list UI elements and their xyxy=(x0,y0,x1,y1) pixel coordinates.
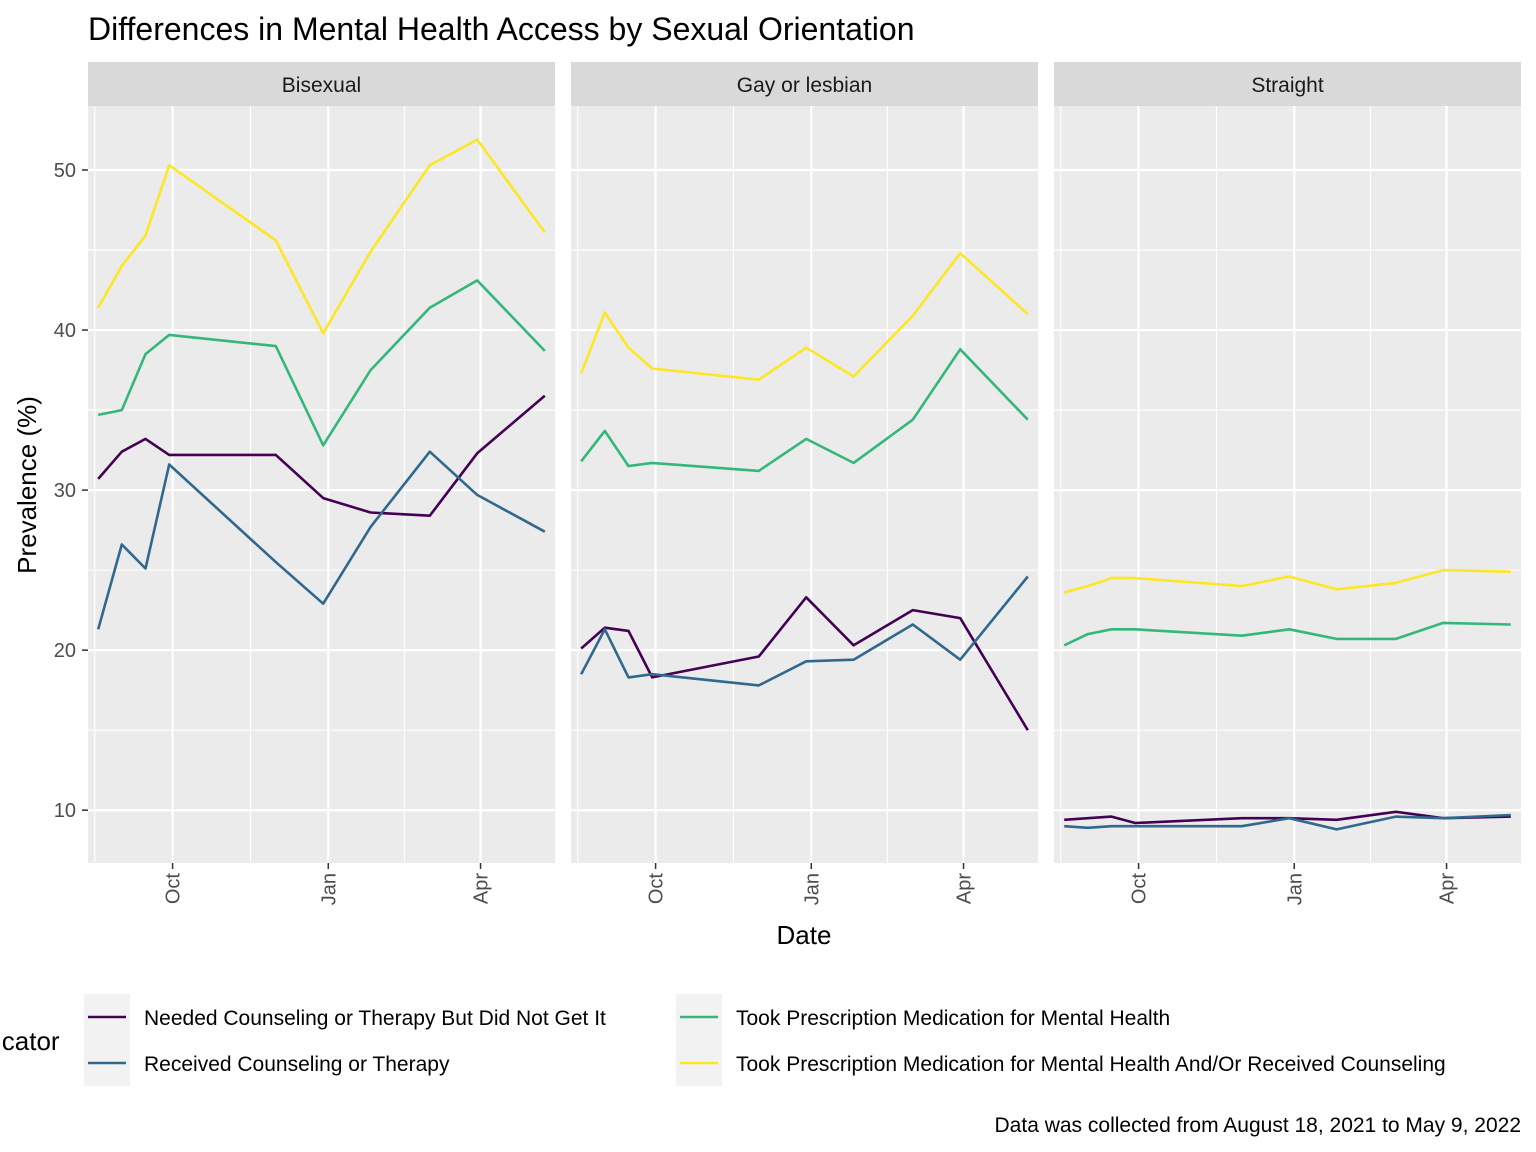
facet-panel-2: Straight Oct Jan Apr xyxy=(1054,62,1521,905)
y-tick-label: 20 xyxy=(54,640,76,662)
legend-title: icator xyxy=(0,1026,60,1056)
series-line-took-prescription-medication-for-mental-health xyxy=(97,279,546,447)
x-tick-label: Apr xyxy=(471,873,493,904)
x-tick-label: Oct xyxy=(1129,873,1151,905)
plot-background xyxy=(1054,106,1521,863)
y-tick-label: 50 xyxy=(54,160,76,182)
x-tick-label: Apr xyxy=(954,873,976,904)
y-tick-label: 10 xyxy=(54,800,76,822)
legend-item: Needed Counseling or Therapy But Did Not… xyxy=(84,994,606,1040)
series-line-received-counseling-or-therapy xyxy=(96,450,546,630)
x-tick-label: Apr xyxy=(1437,873,1459,904)
plot-background xyxy=(88,106,555,863)
series-line-took-prescription-medication-for-mental-health xyxy=(1063,621,1511,647)
y-axis: 10 20 30 40 50 xyxy=(54,160,88,822)
legend-label: Took Prescription Medication for Mental … xyxy=(736,1053,1446,1076)
y-axis-title: Prevalence (%) xyxy=(12,396,42,574)
legend: icator Needed Counseling or Therapy But … xyxy=(0,994,1446,1086)
strip-background xyxy=(571,62,1038,106)
strip-label: Straight xyxy=(1251,74,1324,97)
legend-item: Took Prescription Medication for Mental … xyxy=(676,994,1170,1040)
legend-item: Received Counseling or Therapy xyxy=(84,1040,450,1086)
x-tick-label: Jan xyxy=(1284,873,1306,905)
x-tick-label: Oct xyxy=(163,873,185,905)
series-line-took-prescription-medication-for-mental-health-and-or-received-counseling xyxy=(579,251,1029,382)
strip-background xyxy=(88,62,555,106)
series-line-took-prescription-medication-for-mental-health-and-or-received-counseling xyxy=(1063,568,1511,594)
legend-item: Took Prescription Medication for Mental … xyxy=(676,1040,1446,1086)
series-line-took-prescription-medication-for-mental-health xyxy=(580,347,1029,473)
series-line-received-counseling-or-therapy xyxy=(1064,813,1511,831)
x-axis-title: Date xyxy=(777,920,832,950)
strip-background xyxy=(1054,62,1521,106)
series-line-needed-counseling-or-therapy-but-did-not-get-it xyxy=(97,394,546,518)
strip-label: Gay or lesbian xyxy=(737,74,872,97)
plot-background xyxy=(571,106,1038,863)
chart-title: Differences in Mental Health Access by S… xyxy=(88,11,915,47)
series-line-received-counseling-or-therapy xyxy=(580,575,1029,687)
series-line-took-prescription-medication-for-mental-health-and-or-received-counseling xyxy=(97,138,546,335)
y-tick-label: 40 xyxy=(54,320,76,342)
x-tick-label: Jan xyxy=(318,873,340,905)
legend-label: Took Prescription Medication for Mental … xyxy=(736,1007,1170,1030)
facet-panels: Bisexual Oct Jan Apr Gay or lesbian Oct Jan Apr… xyxy=(88,62,1521,905)
facet-panel-0: Bisexual Oct Jan Apr xyxy=(88,62,555,905)
legend-label: Needed Counseling or Therapy But Did Not… xyxy=(144,1007,606,1030)
y-tick-label: 30 xyxy=(54,480,76,502)
strip-label: Bisexual xyxy=(282,74,361,97)
facet-panel-1: Gay or lesbian Oct Jan Apr xyxy=(571,62,1038,905)
x-tick-label: Oct xyxy=(646,873,668,905)
chart-caption: Data was collected from August 18, 2021 … xyxy=(995,1114,1521,1137)
x-tick-label: Jan xyxy=(801,873,823,905)
series-line-needed-counseling-or-therapy-but-did-not-get-it xyxy=(1064,810,1511,825)
series-line-needed-counseling-or-therapy-but-did-not-get-it xyxy=(580,595,1029,731)
legend-label: Received Counseling or Therapy xyxy=(144,1053,450,1076)
